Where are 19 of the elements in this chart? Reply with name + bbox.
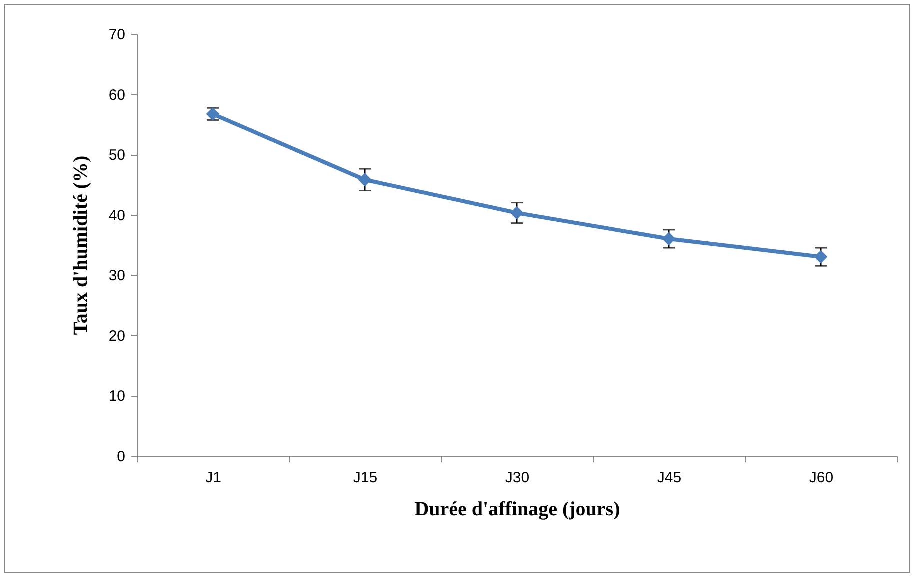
y-tick-label: 40 <box>108 207 126 224</box>
y-tick-label: 30 <box>108 268 126 285</box>
point <box>662 232 676 246</box>
y-tick-label: 70 <box>108 26 126 44</box>
x-tick-label: J15 <box>353 470 378 486</box>
x-tick-label: J30 <box>505 470 530 486</box>
y-tick-label: 0 <box>117 448 126 466</box>
y-axis-title: Taux d'humidité (%) <box>70 156 92 336</box>
point <box>358 173 372 187</box>
x-tick-label: J1 <box>206 470 222 486</box>
point <box>814 250 828 264</box>
x-tick-label: J45 <box>657 470 682 486</box>
y-tick-label: 10 <box>108 388 126 406</box>
x-tick-label: J60 <box>809 470 834 486</box>
y-tick-label: 50 <box>108 147 126 164</box>
y-tick-label: 60 <box>108 86 126 104</box>
y-tick-label: 20 <box>108 328 126 345</box>
x-axis-title: Durée d'affinage (jours) <box>414 498 620 520</box>
point <box>510 206 524 220</box>
